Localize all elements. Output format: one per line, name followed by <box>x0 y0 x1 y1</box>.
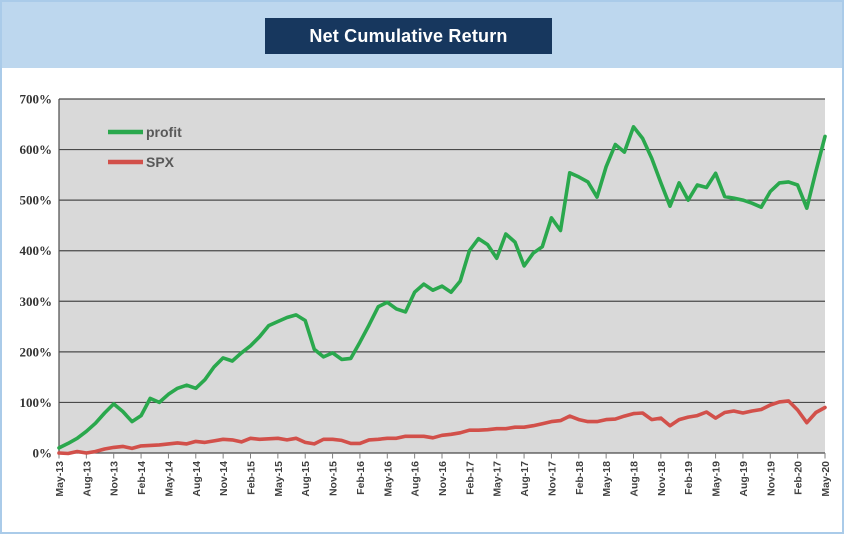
x-tick-label: Feb-14 <box>136 461 148 495</box>
x-tick-label: Feb-16 <box>355 461 367 495</box>
header-band: Net Cumulative Return <box>2 2 842 68</box>
x-tick-label: Aug-16 <box>410 461 422 497</box>
x-tick-label: May-17 <box>492 461 504 497</box>
y-tick-label: 200% <box>20 344 53 359</box>
x-tick-label: Aug-18 <box>629 461 641 497</box>
x-tick-label: Feb-15 <box>246 461 258 495</box>
x-tick-label: Nov-17 <box>546 461 558 496</box>
x-tick-label: Feb-19 <box>683 461 695 495</box>
x-tick-label: May-16 <box>382 461 394 497</box>
y-tick-label: 100% <box>20 395 53 410</box>
y-axis: 0% 100% 200% 300% 400% 500% 600% 700% <box>20 92 825 461</box>
x-tick-label: May-18 <box>601 461 613 497</box>
x-tick-label: Aug-15 <box>300 461 312 497</box>
x-tick-label: Nov-14 <box>218 461 230 496</box>
x-tick-label: Aug-17 <box>519 461 531 497</box>
x-axis: May-13 Aug-13 Nov-13 Feb-14 May-14 Aug-14 Nov-… <box>54 453 832 497</box>
x-tick-label: Nov-18 <box>656 461 668 496</box>
y-tick-label: 400% <box>20 243 53 258</box>
x-tick-label: Feb-20 <box>793 461 805 495</box>
x-tick-label: Aug-14 <box>191 461 203 497</box>
x-tick-label: Aug-13 <box>81 461 93 497</box>
x-tick-label: Feb-18 <box>574 461 586 495</box>
x-tick-label: May-19 <box>711 461 723 497</box>
y-tick-label: 300% <box>20 294 53 309</box>
spx-line <box>57 399 827 456</box>
legend: profit SPX <box>108 124 182 170</box>
x-tick-label: Nov-13 <box>109 461 121 496</box>
x-tick-label: Aug-19 <box>738 461 750 497</box>
legend-label-profit: profit <box>146 124 182 140</box>
plot-area <box>59 99 825 453</box>
x-tick-label: Nov-16 <box>437 461 449 496</box>
legend-label-spx: SPX <box>146 154 175 170</box>
y-tick-label: 600% <box>20 142 53 157</box>
chart-title-box: Net Cumulative Return <box>265 18 552 54</box>
x-tick-label: May-15 <box>273 461 285 497</box>
x-tick-label: May-20 <box>820 461 832 497</box>
x-tick-label: Nov-19 <box>765 461 777 496</box>
x-tick-label: Feb-17 <box>464 461 476 495</box>
chart-title: Net Cumulative Return <box>309 25 508 46</box>
x-tick-label: May-14 <box>163 461 175 497</box>
cumulative-return-line-chart: 0% 100% 200% 300% 400% 500% 600% 700% May-13 Aug-… <box>20 92 833 497</box>
x-tick-label: Nov-15 <box>328 461 340 496</box>
y-tick-label: 0% <box>33 446 53 461</box>
profit-line <box>57 125 827 450</box>
y-tick-label: 500% <box>20 193 53 208</box>
y-tick-label: 700% <box>20 92 53 107</box>
x-tick-label: May-13 <box>54 461 66 497</box>
